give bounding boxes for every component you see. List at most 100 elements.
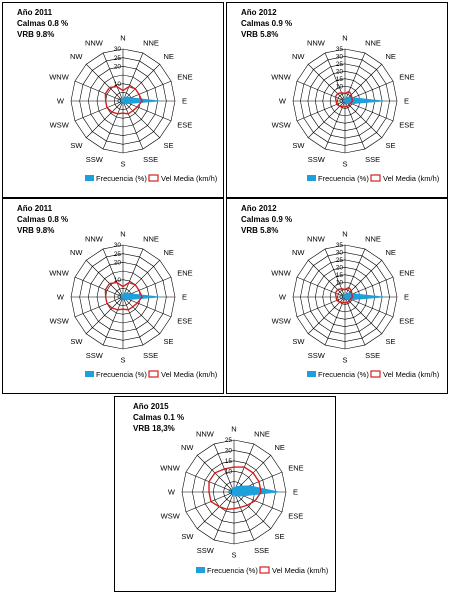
grid-spoke — [122, 296, 172, 318]
legend-label-vel: Vel Media (km/h) — [383, 174, 440, 183]
legend-label-vel: Vel Media (km/h) — [161, 174, 218, 183]
direction-label: ESE — [177, 317, 192, 326]
grid-spoke — [185, 491, 235, 513]
tick-label: 0 — [339, 294, 343, 301]
direction-label: ESE — [399, 121, 414, 130]
tick-label: 35 — [336, 242, 344, 249]
tick-label: 25 — [336, 61, 344, 68]
tick-label: 0 — [117, 98, 121, 105]
grid-spoke — [102, 248, 124, 298]
direction-label: NE — [386, 52, 396, 61]
direction-label: WNW — [49, 73, 69, 82]
direction-label: WNW — [49, 269, 69, 278]
direction-label: E — [404, 293, 409, 302]
legend-label-frecuencia: Frecuencia (%) — [207, 566, 258, 575]
tick-label: 35 — [336, 46, 344, 53]
grid-spoke — [86, 296, 124, 334]
tick-label: 30 — [336, 54, 344, 61]
grid-spoke — [344, 248, 366, 298]
grid-spoke — [122, 64, 160, 102]
tick-label: 0 — [117, 294, 121, 301]
panel-header: Año 2011 Calmas 0.8 % VRB 9.8% — [17, 7, 68, 40]
header-year: Año 2015 — [133, 402, 169, 411]
tick-label: 10 — [114, 81, 122, 88]
chart-panel-3: Año 2011 Calmas 0.8 % VRB 9.8% 0 10 20 25 30… — [2, 198, 224, 394]
series-frecuencia — [120, 292, 162, 301]
grid-spoke — [344, 100, 394, 122]
legend-swatch-vel — [259, 566, 270, 574]
direction-label: N — [342, 34, 347, 43]
grid-spoke — [324, 296, 346, 346]
direction-label: WNW — [160, 464, 180, 473]
direction-label: WSW — [272, 121, 292, 130]
grid-spoke — [344, 296, 366, 346]
grid-spoke — [122, 260, 160, 298]
chart-panel-4: Año 2012 Calmas 0.9 % VRB 5.8% 0 10 15 20 25… — [226, 198, 448, 394]
series-vel-media — [334, 90, 354, 108]
grid-spoke — [86, 100, 124, 138]
legend-label-vel: Vel Media (km/h) — [161, 370, 218, 379]
direction-label: S — [120, 160, 125, 169]
tick-label: 20 — [225, 448, 233, 455]
legend-swatch-frecuencia — [196, 567, 205, 573]
grid-spoke — [122, 100, 172, 122]
direction-label: SSW — [86, 351, 104, 360]
grid-spoke — [308, 260, 346, 298]
series-vel-media — [334, 286, 354, 304]
grid-spoke — [324, 100, 346, 150]
tick-label: 20 — [336, 69, 344, 76]
direction-label: NNW — [307, 234, 326, 243]
legend: Frecuencia (%) Vel Media (km/h) — [307, 174, 440, 183]
grid-spoke — [308, 296, 346, 334]
panel-header: Año 2012 Calmas 0.9 % VRB 5.8% — [241, 7, 292, 40]
series-frecuencia — [120, 96, 162, 105]
direction-label: NNW — [307, 38, 326, 47]
header-calm: Calmas 0.1 % — [133, 413, 185, 422]
direction-label: E — [293, 488, 298, 497]
direction-label: NE — [275, 443, 285, 452]
tick-label: 10 — [225, 468, 233, 475]
legend-swatch-vel — [370, 370, 381, 378]
legend-swatch-frecuencia — [307, 175, 316, 181]
panel-header: Año 2011 Calmas 0.8 % VRB 9.8% — [17, 203, 68, 236]
header-year: Año 2011 — [17, 8, 53, 17]
direction-label: SSE — [254, 546, 269, 555]
direction-label: N — [120, 230, 125, 239]
direction-label: NE — [164, 52, 174, 61]
direction-label: SE — [275, 532, 285, 541]
direction-label: E — [182, 97, 187, 106]
direction-label: NNE — [143, 38, 159, 47]
grid-spoke — [213, 443, 235, 493]
direction-label: SSE — [143, 351, 158, 360]
header-calm: Calmas 0.8 % — [17, 215, 69, 224]
direction-label: SE — [164, 141, 174, 150]
direction-label: NNW — [85, 234, 104, 243]
series-vel-media — [104, 281, 143, 311]
direction-label: NE — [386, 248, 396, 257]
grid-spoke — [296, 80, 346, 102]
header-vrb: VRB 5.8% — [241, 226, 279, 235]
header-vrb: VRB 9.8% — [17, 30, 55, 39]
direction-label: NNE — [365, 234, 381, 243]
series-frecuencia — [342, 96, 386, 105]
direction-label: NNE — [143, 234, 159, 243]
direction-label: ESE — [177, 121, 192, 130]
direction-label: SW — [292, 141, 305, 150]
tick-label: 30 — [114, 46, 122, 53]
direction-label: E — [182, 293, 187, 302]
series-frecuencia — [342, 292, 386, 301]
direction-label: WNW — [271, 269, 291, 278]
direction-label: SW — [70, 141, 83, 150]
legend-label-vel: Vel Media (km/h) — [272, 566, 329, 575]
legend-swatch-vel — [148, 174, 159, 182]
legend-swatch-vel — [148, 370, 159, 378]
direction-label: W — [57, 97, 65, 106]
header-year: Año 2012 — [241, 204, 277, 213]
grid-spoke — [122, 296, 144, 346]
direction-label: WNW — [271, 73, 291, 82]
legend: Frecuencia (%) Vel Media (km/h) — [196, 566, 329, 575]
chart-panel-1: Año 2011 Calmas 0.8 % VRB 9.8% 0 10 20 25 30… — [2, 2, 224, 198]
legend: Frecuencia (%) Vel Media (km/h) — [307, 370, 440, 379]
direction-label: S — [342, 356, 347, 365]
